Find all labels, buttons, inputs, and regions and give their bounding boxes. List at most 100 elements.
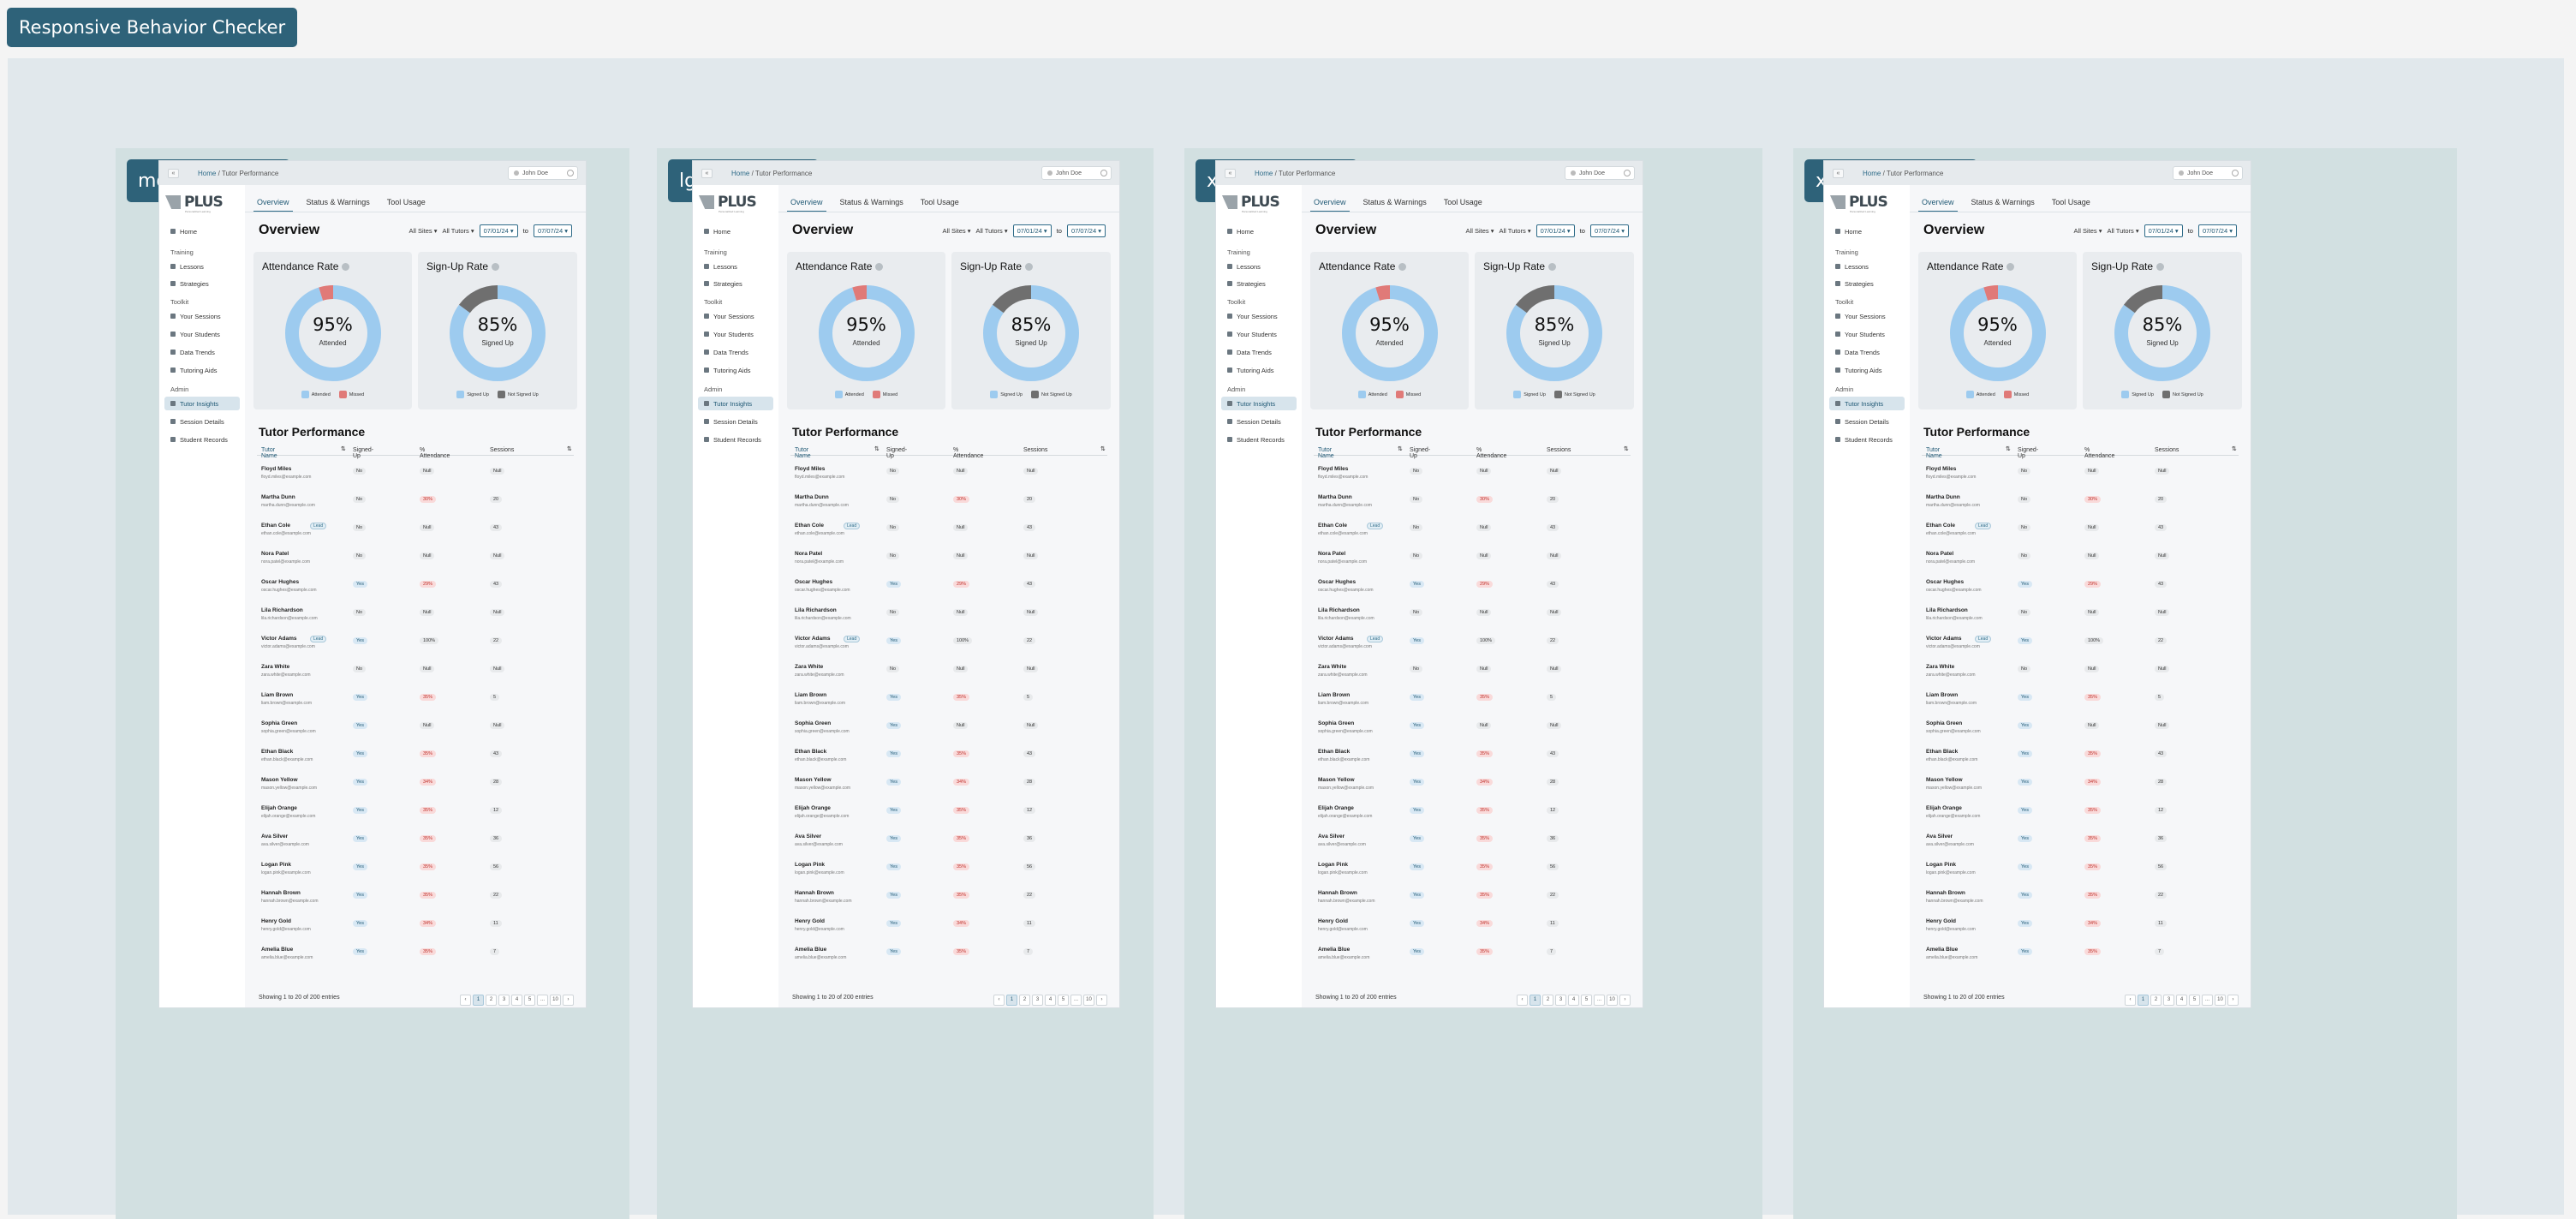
table-row[interactable]: Hannah Brown hannah.brown@example.com Yes 3…: [1314, 883, 1631, 911]
tab-overview[interactable]: Overview: [1918, 195, 1958, 212]
sidebar-item-home[interactable]: Home: [164, 224, 240, 238]
sidebar-item-tutoring-aids[interactable]: Tutoring Aids: [1829, 363, 1905, 377]
page-button[interactable]: 2: [2150, 995, 2162, 1006]
tab-overview[interactable]: Overview: [253, 195, 293, 212]
sidebar-item-home[interactable]: Home: [1221, 224, 1297, 238]
page-button[interactable]: 3: [1555, 995, 1566, 1006]
tab-status-warnings[interactable]: Status & Warnings: [1363, 198, 1427, 206]
table-row[interactable]: Floyd Miles floyd.miles@example.com No Null…: [1922, 459, 2239, 487]
info-icon[interactable]: [875, 263, 884, 272]
breadcrumb-home[interactable]: Home: [1863, 169, 1881, 177]
page-button[interactable]: 4: [2176, 995, 2187, 1006]
table-row[interactable]: Ava Silver ava.silver@example.com Yes 35% 36: [1314, 827, 1631, 855]
table-row[interactable]: Liam Brown liam.brown@example.com Yes 35% 5: [1922, 685, 2239, 714]
sort-icon[interactable]: ⇅: [2232, 446, 2237, 452]
table-row[interactable]: Mason Yellow mason.yellow@example.com Yes 3…: [790, 770, 1107, 798]
sidebar-item-your-students[interactable]: Your Students: [164, 327, 240, 341]
sidebar-item-student-records[interactable]: Student Records: [698, 433, 773, 446]
table-row[interactable]: Lila Richardson lila.richardson@example.c…: [257, 601, 574, 629]
sidebar-item-strategies[interactable]: Strategies: [1829, 277, 1905, 290]
page-button[interactable]: 4: [1568, 995, 1579, 1006]
table-row[interactable]: Elijah Orange elijah.orange@example.com Ye…: [1314, 798, 1631, 827]
tab-overview[interactable]: Overview: [1310, 195, 1350, 212]
sidebar-item-your-students[interactable]: Your Students: [1221, 327, 1297, 341]
table-row[interactable]: Mason Yellow mason.yellow@example.com Yes 3…: [1314, 770, 1631, 798]
sidebar-toggle-icon[interactable]: «: [1225, 168, 1236, 178]
next-page-button[interactable]: ›: [1096, 995, 1107, 1006]
table-row[interactable]: Oscar Hughes oscar.hughes@example.com Yes 2…: [257, 572, 574, 601]
table-row[interactable]: Elijah Orange elijah.orange@example.com Ye…: [257, 798, 574, 827]
page-button[interactable]: 2: [1019, 995, 1030, 1006]
table-row[interactable]: Sophia Green sophia.green@example.com Yes N…: [1922, 714, 2239, 742]
sidebar-item-lessons[interactable]: Lessons: [164, 260, 240, 273]
sidebar-item-lessons[interactable]: Lessons: [1221, 260, 1297, 273]
table-row[interactable]: Martha Dunn martha.dunn@example.com No 30% 2…: [1314, 487, 1631, 516]
table-row[interactable]: Nora Patel nora.patel@example.com No Null Nu…: [1922, 544, 2239, 572]
page-button[interactable]: ...: [1070, 995, 1082, 1006]
tab-overview[interactable]: Overview: [787, 195, 826, 212]
from-date-picker[interactable]: 07/01/24 ▾: [2144, 224, 2183, 237]
page-button[interactable]: 3: [498, 995, 510, 1006]
table-row[interactable]: Ethan Black ethan.black@example.com Yes 35%…: [790, 742, 1107, 770]
table-row[interactable]: Ava Silver ava.silver@example.com Yes 35% 36: [1922, 827, 2239, 855]
sidebar-item-session-details[interactable]: Session Details: [164, 415, 240, 428]
page-button[interactable]: 5: [1058, 995, 1069, 1006]
page-button[interactable]: 5: [524, 995, 535, 1006]
table-row[interactable]: Oscar Hughes oscar.hughes@example.com Yes 2…: [1314, 572, 1631, 601]
from-date-picker[interactable]: 07/01/24 ▾: [479, 224, 518, 237]
info-icon[interactable]: [1025, 263, 1034, 272]
page-button[interactable]: 10: [1607, 995, 1618, 1006]
table-row[interactable]: Liam Brown liam.brown@example.com Yes 35% 5: [790, 685, 1107, 714]
sites-filter[interactable]: All Sites ▾: [408, 227, 438, 235]
sidebar-item-data-trends[interactable]: Data Trends: [698, 345, 773, 359]
table-row[interactable]: Henry Gold henry.gold@example.com Yes 34% 11: [1314, 911, 1631, 940]
sidebar-item-lessons[interactable]: Lessons: [698, 260, 773, 273]
sidebar-item-session-details[interactable]: Session Details: [1221, 415, 1297, 428]
table-row[interactable]: Zara White zara.white@example.com No Null Nu…: [1314, 657, 1631, 685]
table-row[interactable]: Logan Pink logan.pink@example.com Yes 35% 56: [1922, 855, 2239, 883]
table-row[interactable]: Lila Richardson lila.richardson@example.c…: [790, 601, 1107, 629]
breadcrumb-home[interactable]: Home: [731, 169, 750, 177]
page-button[interactable]: ...: [2202, 995, 2213, 1006]
plus-logo[interactable]: PLUS Personalized Learning: [165, 194, 224, 213]
sort-icon[interactable]: ⇅: [1100, 446, 1106, 452]
table-row[interactable]: Victor Adams victor.adams@example.com Lead…: [257, 629, 574, 657]
sidebar-item-your-students[interactable]: Your Students: [698, 327, 773, 341]
sidebar-item-home[interactable]: Home: [698, 224, 773, 238]
table-row[interactable]: Elijah Orange elijah.orange@example.com Ye…: [1922, 798, 2239, 827]
table-row[interactable]: Floyd Miles floyd.miles@example.com No Null…: [1314, 459, 1631, 487]
sidebar-item-tutoring-aids[interactable]: Tutoring Aids: [164, 363, 240, 377]
prev-page-button[interactable]: ‹: [460, 995, 471, 1006]
table-row[interactable]: Hannah Brown hannah.brown@example.com Yes 3…: [1922, 883, 2239, 911]
sidebar-item-tutor-insights[interactable]: Tutor Insights: [164, 397, 240, 410]
user-menu[interactable]: John Doe: [2173, 166, 2243, 180]
tab-tool-usage[interactable]: Tool Usage: [1443, 198, 1482, 206]
table-row[interactable]: Liam Brown liam.brown@example.com Yes 35% 5: [257, 685, 574, 714]
to-date-picker[interactable]: 07/07/24 ▾: [1066, 224, 1106, 237]
table-row[interactable]: Floyd Miles floyd.miles@example.com No Null…: [790, 459, 1107, 487]
plus-logo[interactable]: PLUS Personalized Learning: [1222, 194, 1280, 213]
tab-tool-usage[interactable]: Tool Usage: [920, 198, 959, 206]
info-icon[interactable]: [2156, 263, 2165, 272]
info-icon[interactable]: [342, 263, 350, 272]
breadcrumb-home[interactable]: Home: [198, 169, 217, 177]
sidebar-item-your-sessions[interactable]: Your Sessions: [164, 309, 240, 323]
table-row[interactable]: Martha Dunn martha.dunn@example.com No 30% 2…: [790, 487, 1107, 516]
from-date-picker[interactable]: 07/01/24 ▾: [1012, 224, 1052, 237]
table-row[interactable]: Logan Pink logan.pink@example.com Yes 35% 56: [790, 855, 1107, 883]
page-button[interactable]: 1: [1530, 995, 1541, 1006]
table-row[interactable]: Zara White zara.white@example.com No Null Nu…: [257, 657, 574, 685]
table-row[interactable]: Ethan Black ethan.black@example.com Yes 35%…: [1922, 742, 2239, 770]
sites-filter[interactable]: All Sites ▾: [1465, 227, 1494, 235]
page-button[interactable]: 3: [1032, 995, 1043, 1006]
page-button[interactable]: 2: [1542, 995, 1553, 1006]
tab-tool-usage[interactable]: Tool Usage: [386, 198, 426, 206]
table-row[interactable]: Oscar Hughes oscar.hughes@example.com Yes 2…: [1922, 572, 2239, 601]
tutors-filter[interactable]: All Tutors ▾: [975, 227, 1008, 235]
to-date-picker[interactable]: 07/07/24 ▾: [1589, 224, 1629, 237]
table-row[interactable]: Amelia Blue amelia.blue@example.com Yes 35%…: [1314, 940, 1631, 968]
sidebar-item-your-students[interactable]: Your Students: [1829, 327, 1905, 341]
next-page-button[interactable]: ›: [2227, 995, 2239, 1006]
page-button[interactable]: 4: [1045, 995, 1056, 1006]
tutors-filter[interactable]: All Tutors ▾: [2107, 227, 2139, 235]
